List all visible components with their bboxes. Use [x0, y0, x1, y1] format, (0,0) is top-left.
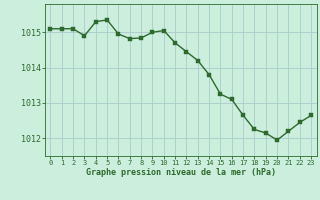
X-axis label: Graphe pression niveau de la mer (hPa): Graphe pression niveau de la mer (hPa): [86, 168, 276, 177]
